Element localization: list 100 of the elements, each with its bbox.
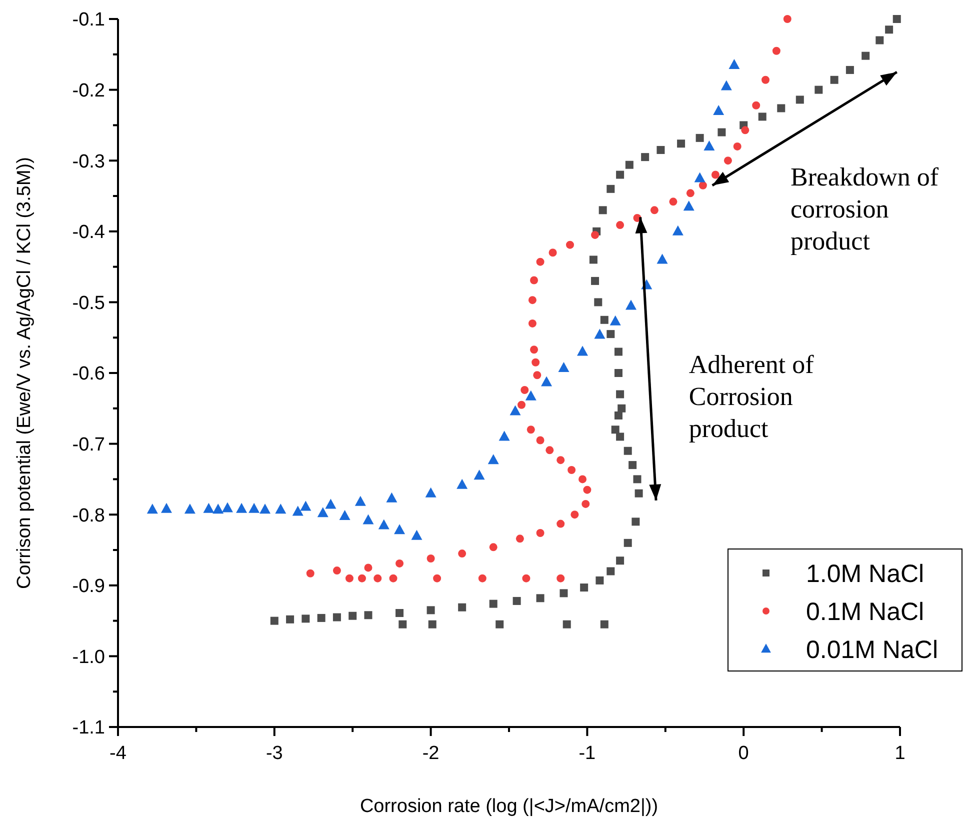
point	[425, 487, 436, 498]
y-tick-label: -1.0	[72, 646, 105, 668]
x-tick-label: 0	[738, 743, 749, 764]
y-tick-label: -0.7	[72, 434, 105, 456]
point	[378, 519, 390, 530]
point	[546, 446, 554, 454]
point	[458, 550, 466, 558]
point	[578, 475, 587, 484]
point	[389, 574, 398, 582]
point	[525, 390, 536, 400]
point	[532, 358, 540, 366]
point	[772, 46, 780, 55]
point	[510, 405, 521, 416]
point	[522, 574, 530, 582]
point	[558, 362, 570, 372]
point	[332, 566, 341, 575]
point	[530, 346, 538, 354]
point	[236, 502, 248, 513]
point	[686, 189, 694, 198]
point	[694, 172, 706, 182]
point	[650, 206, 658, 214]
y-axis-title: Corrison potential (Ewe/V vs. Ag/AgCl / KCl (3.5M))	[14, 157, 35, 589]
point	[528, 319, 536, 328]
point	[516, 534, 524, 543]
point	[474, 470, 485, 480]
annotation: Adherent of Corrosion product	[688, 350, 814, 443]
point	[339, 510, 350, 520]
point	[536, 436, 544, 444]
legend-label: 1.0M NaCl	[806, 560, 924, 588]
point	[566, 240, 574, 249]
point	[536, 529, 544, 538]
point	[591, 230, 600, 239]
point	[362, 514, 374, 524]
point	[489, 543, 498, 552]
point	[354, 496, 366, 506]
point	[533, 371, 542, 380]
point	[625, 300, 636, 310]
point	[728, 59, 740, 70]
point	[488, 454, 499, 464]
point	[656, 254, 668, 264]
point	[374, 574, 382, 582]
point	[518, 400, 526, 409]
point	[733, 142, 742, 150]
point	[541, 376, 552, 386]
point	[724, 156, 732, 165]
legend-label: 0.01M NaCl	[806, 636, 938, 664]
y-tick-label: -0.5	[72, 292, 105, 314]
point	[394, 524, 406, 534]
y-tick-label: -0.3	[72, 151, 105, 172]
point	[704, 140, 715, 150]
point	[713, 105, 724, 116]
x-tick-label: -3	[266, 743, 283, 764]
x-tick-label: -1	[578, 743, 596, 764]
point	[411, 530, 422, 540]
point	[478, 574, 486, 582]
point	[275, 504, 286, 514]
y-tick-label: -0.4	[72, 222, 106, 244]
point	[345, 574, 354, 582]
point	[364, 564, 372, 572]
point	[456, 478, 468, 489]
point	[184, 504, 196, 514]
point	[570, 510, 579, 519]
point	[582, 500, 590, 508]
y-tick-label: -0.6	[72, 364, 105, 385]
point	[325, 498, 336, 509]
point	[358, 574, 366, 582]
point	[160, 502, 172, 513]
x-axis-title: Corrosion rate (log (|<J>/mA/cm2|))	[360, 796, 658, 817]
y-tick-label: -0.8	[72, 505, 105, 526]
x-tick-label: 1	[894, 743, 906, 764]
point	[741, 126, 750, 134]
point	[698, 181, 707, 190]
point	[594, 328, 606, 339]
point	[720, 80, 732, 90]
point	[672, 225, 684, 236]
annotation: Breakdown of corrosion product	[790, 162, 939, 256]
point	[752, 101, 760, 110]
point	[260, 504, 271, 514]
point	[568, 466, 576, 474]
point	[146, 504, 158, 514]
point	[212, 504, 224, 514]
point	[300, 500, 312, 511]
point	[292, 506, 304, 516]
x-tick-label: -4	[110, 743, 127, 764]
point	[548, 248, 557, 257]
point	[556, 574, 565, 582]
point	[711, 170, 720, 179]
y-tick-label: -0.9	[72, 576, 105, 598]
point	[783, 15, 792, 23]
point	[583, 486, 592, 494]
point	[396, 559, 404, 568]
point	[528, 296, 536, 304]
point	[556, 520, 565, 528]
point	[577, 346, 588, 356]
y-tick-label: -0.2	[72, 80, 105, 102]
point	[222, 502, 233, 512]
point	[556, 456, 565, 464]
x-tick-label: -2	[422, 743, 440, 764]
point	[536, 258, 544, 266]
point	[669, 198, 678, 206]
